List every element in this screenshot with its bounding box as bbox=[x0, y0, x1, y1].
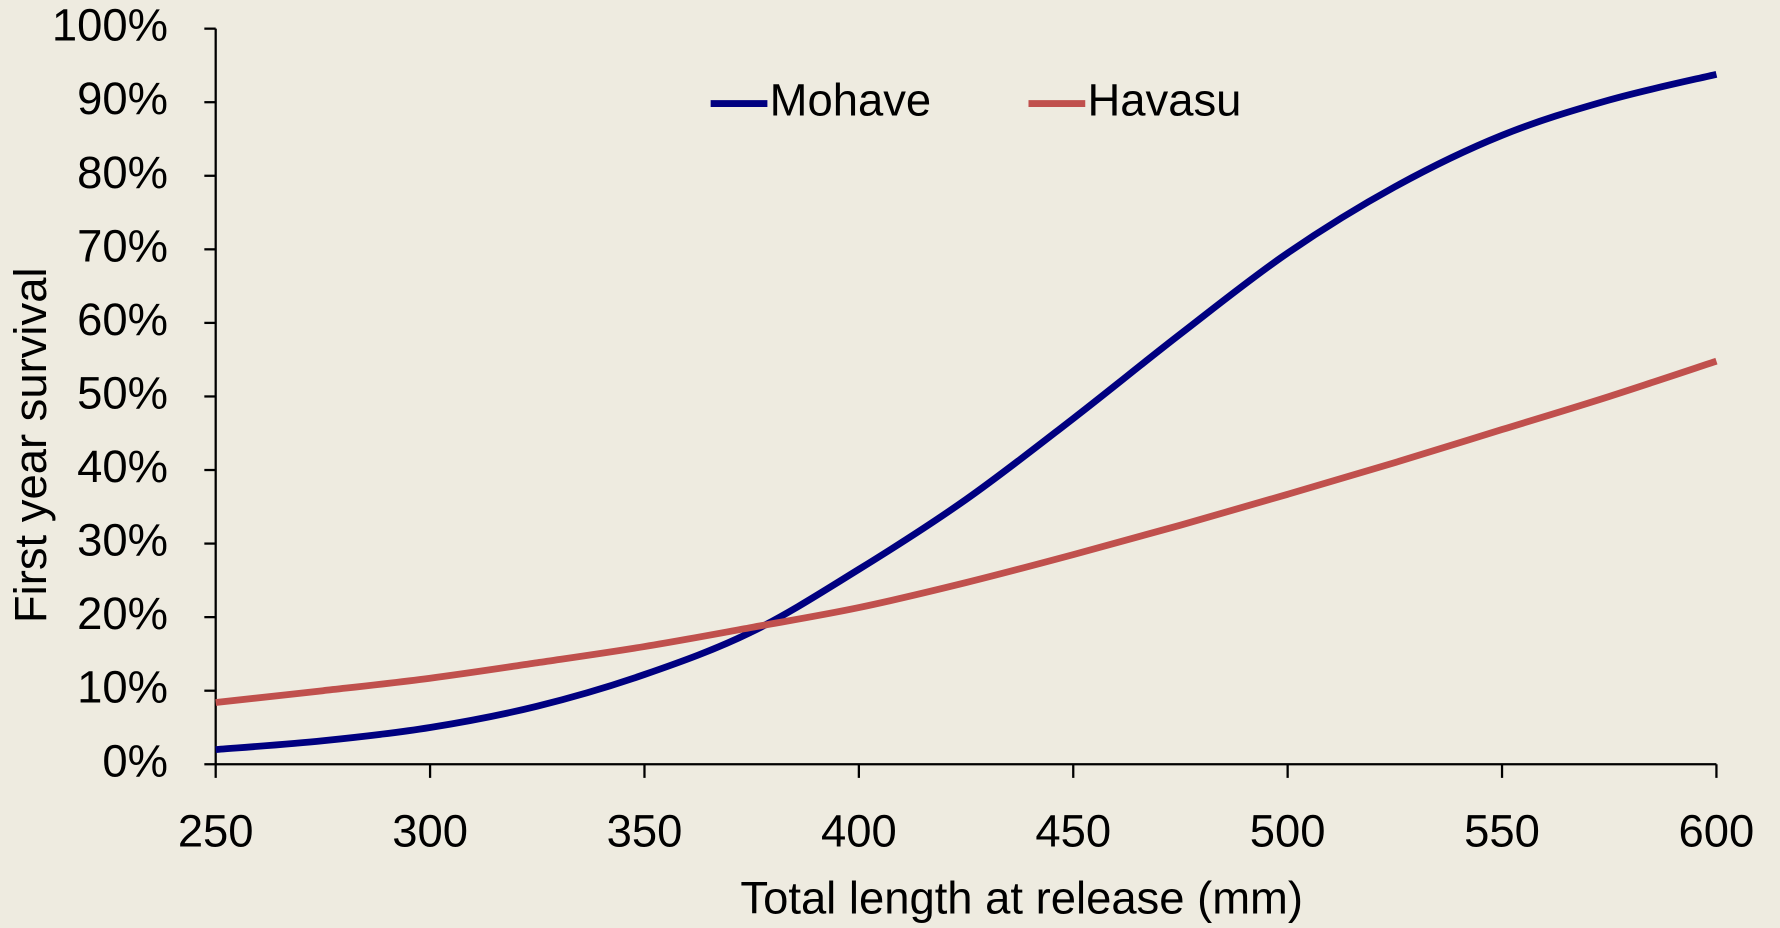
x-tick-label: 400 bbox=[821, 806, 897, 857]
y-tick-label: 30% bbox=[77, 515, 168, 566]
x-axis-label: Total length at release (mm) bbox=[740, 873, 1303, 924]
y-tick-label: 80% bbox=[77, 147, 168, 198]
x-tick-label: 250 bbox=[178, 806, 254, 857]
y-tick-label: 100% bbox=[52, 0, 168, 51]
y-tick-label: 90% bbox=[77, 73, 168, 124]
x-tick-label: 550 bbox=[1464, 806, 1540, 857]
x-tick-label: 300 bbox=[392, 806, 468, 857]
y-tick-label: 0% bbox=[102, 735, 168, 786]
y-tick-label: 50% bbox=[77, 367, 168, 418]
series-line bbox=[215, 357, 1718, 706]
x-tick-label: 500 bbox=[1250, 806, 1326, 857]
y-tick-label: 10% bbox=[77, 662, 168, 713]
x-tick-label: 350 bbox=[607, 806, 683, 857]
x-tick-label: 600 bbox=[1679, 806, 1755, 857]
x-tick-label: 450 bbox=[1035, 806, 1111, 857]
series-line bbox=[215, 70, 1718, 753]
y-tick-label: 20% bbox=[77, 588, 168, 639]
y-tick-label: 70% bbox=[77, 220, 168, 271]
y-tick-label: 40% bbox=[77, 441, 168, 492]
y-tick-label: 60% bbox=[77, 294, 168, 345]
legend-label: Mohave bbox=[770, 75, 931, 126]
legend-label: Havasu bbox=[1088, 75, 1242, 126]
y-axis-label: First year survival bbox=[5, 267, 56, 623]
